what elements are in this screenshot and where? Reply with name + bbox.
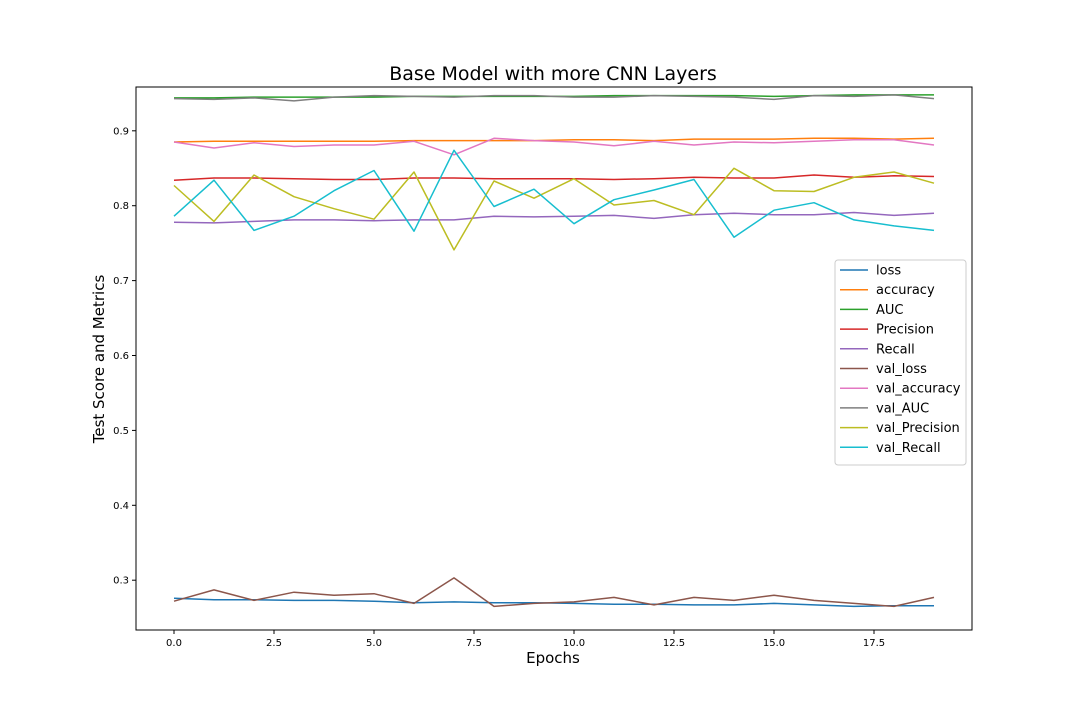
legend: loss accuracy AUC Precision Recall val_lossva… bbox=[834, 259, 967, 466]
series-line-val-precision bbox=[173, 167, 935, 251]
legend-label: val_accuracy bbox=[876, 382, 961, 397]
legend-label: val_Recall bbox=[876, 441, 941, 456]
legend-label: loss bbox=[876, 264, 901, 279]
series-line-val-accuracy bbox=[173, 137, 935, 156]
y-tick-label: 0.3 bbox=[113, 576, 129, 587]
x-axis-label: Epochs bbox=[526, 649, 580, 667]
x-tick-label: 0.0 bbox=[166, 638, 182, 649]
x-tick-label: 5.0 bbox=[366, 638, 382, 649]
series-line-val-recall bbox=[173, 149, 935, 238]
series-lines bbox=[173, 94, 935, 608]
legend-label: val_AUC bbox=[876, 401, 929, 416]
plot-area-frame bbox=[135, 86, 973, 631]
series-line-val-auc bbox=[173, 94, 935, 102]
series-line-accuracy bbox=[173, 137, 935, 143]
legend-label: val_loss bbox=[876, 362, 927, 377]
series-line-precision bbox=[173, 174, 935, 181]
legend-label: Recall bbox=[876, 342, 915, 357]
legend-label: AUC bbox=[876, 303, 904, 318]
series-line-val-loss bbox=[173, 577, 935, 608]
x-tick-label: 17.5 bbox=[863, 638, 885, 649]
x-tick-label: 10.0 bbox=[563, 638, 585, 649]
y-tick-label: 0.9 bbox=[113, 126, 129, 137]
x-tick-label: 7.5 bbox=[466, 638, 482, 649]
axis-ticks: 0.0 2.5 5.0 7.5 10.0 12.5 15.0 17.5 0.3 0.4 0.5 0.6… bbox=[113, 126, 885, 649]
legend-box bbox=[834, 259, 967, 466]
legend-label: accuracy bbox=[876, 283, 935, 298]
y-axis-label: Test Score and Metrics bbox=[90, 275, 108, 445]
x-tick-label: 12.5 bbox=[663, 638, 685, 649]
y-tick-label: 0.6 bbox=[113, 351, 129, 362]
x-tick-label: 2.5 bbox=[266, 638, 282, 649]
chart-title: Base Model with more CNN Layers bbox=[389, 63, 717, 85]
x-tick-label: 15.0 bbox=[763, 638, 785, 649]
series-line-recall bbox=[173, 211, 935, 224]
legend-label: Precision bbox=[876, 323, 934, 338]
y-tick-label: 0.4 bbox=[113, 501, 129, 512]
y-tick-label: 0.5 bbox=[113, 426, 129, 437]
y-tick-label: 0.8 bbox=[113, 201, 129, 212]
y-tick-label: 0.7 bbox=[113, 276, 129, 287]
legend-label: val_Precision bbox=[876, 421, 960, 436]
